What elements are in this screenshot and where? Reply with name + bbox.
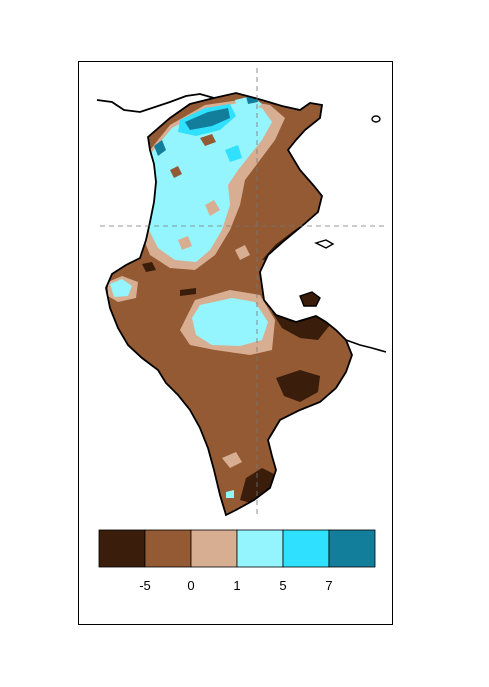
legend-tick-label: 7 <box>325 578 333 593</box>
zone-dark-south <box>276 370 320 402</box>
kerkennah-island <box>314 239 335 249</box>
legend-tick-label: 0 <box>187 578 195 593</box>
patch-brown-2 <box>170 166 182 178</box>
zone-cyan-center <box>192 298 268 346</box>
patch-cyan-mid-2 <box>225 145 242 162</box>
country-outline <box>105 92 353 517</box>
patch-cyan-south <box>226 490 234 498</box>
legend-tick-label: -5 <box>139 578 151 593</box>
precipitation-fields <box>106 93 352 515</box>
neighbor-coastline <box>96 93 215 113</box>
patch-tan-3 <box>235 245 250 260</box>
patch-teal-2 <box>154 140 166 156</box>
patch-dark-center <box>180 288 196 296</box>
zone-teal <box>185 108 230 130</box>
patch-tan-2 <box>178 236 192 250</box>
color-legend <box>98 529 376 568</box>
legend-tick-label: 5 <box>279 578 287 593</box>
zone-cyan-west <box>110 279 132 297</box>
patch-tan-south <box>222 452 242 468</box>
legend-swatch <box>328 529 376 568</box>
patch-brown-1 <box>200 134 216 146</box>
legend-swatch <box>144 529 192 568</box>
small-island <box>371 115 381 123</box>
legend-swatch <box>190 529 238 568</box>
patch-tan-1 <box>205 200 220 216</box>
patch-dark-west <box>142 262 156 272</box>
zone-cyan-north <box>148 103 272 262</box>
legend-swatch <box>236 529 284 568</box>
legend-swatch <box>282 529 330 568</box>
libya-coastline <box>345 339 387 353</box>
legend-tick-label: 1 <box>233 578 241 593</box>
djerba-island <box>299 291 321 307</box>
legend-swatch <box>98 529 146 568</box>
